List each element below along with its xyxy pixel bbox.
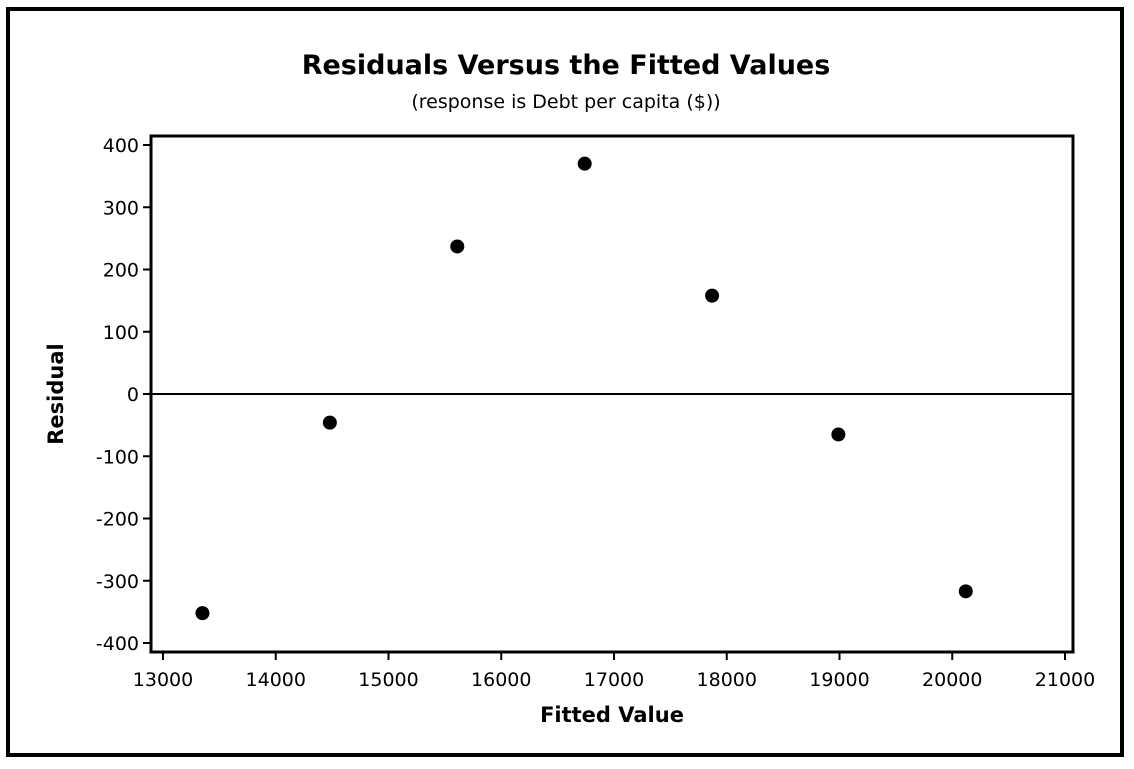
data-point <box>705 288 720 303</box>
x-tick-label: 20000 <box>922 669 982 691</box>
x-tick-label: 14000 <box>246 669 306 691</box>
y-tick-label: 200 <box>103 260 139 282</box>
chart-frame <box>6 7 1124 757</box>
y-tick-label: -200 <box>96 509 139 531</box>
x-axis-label: Fitted Value <box>540 703 684 727</box>
chart-title: Residuals Versus the Fitted Values <box>302 50 831 81</box>
y-tick-label: -400 <box>96 633 139 655</box>
data-point <box>195 606 210 621</box>
x-tick-label: 17000 <box>584 669 644 691</box>
x-tick-label: 21000 <box>1035 669 1095 691</box>
data-point <box>322 415 337 430</box>
y-tick-label: 100 <box>103 322 139 344</box>
y-tick-label: 0 <box>127 384 139 406</box>
data-points <box>195 156 973 621</box>
x-tick-label: 16000 <box>471 669 531 691</box>
chart-subtitle: (response is Debt per capita ($)) <box>411 91 720 113</box>
data-point <box>958 584 973 599</box>
data-point <box>831 427 846 442</box>
y-tick-label: -100 <box>96 446 139 468</box>
x-tick-label: 18000 <box>697 669 757 691</box>
y-axis-ticks: 400 300 200 100 0 -100 -200 -300 -400 <box>96 135 151 655</box>
x-tick-label: 19000 <box>809 669 869 691</box>
data-point <box>577 156 592 171</box>
x-tick-label: 15000 <box>358 669 418 691</box>
y-tick-label: -300 <box>96 571 139 593</box>
y-axis-label: Residual <box>44 343 68 444</box>
y-tick-label: 400 <box>103 135 139 157</box>
data-point <box>450 239 465 254</box>
x-tick-label: 13000 <box>133 669 193 691</box>
x-axis-ticks: 13000 14000 15000 16000 17000 18000 19000 20000… <box>133 652 1095 691</box>
y-tick-label: 300 <box>103 197 139 219</box>
